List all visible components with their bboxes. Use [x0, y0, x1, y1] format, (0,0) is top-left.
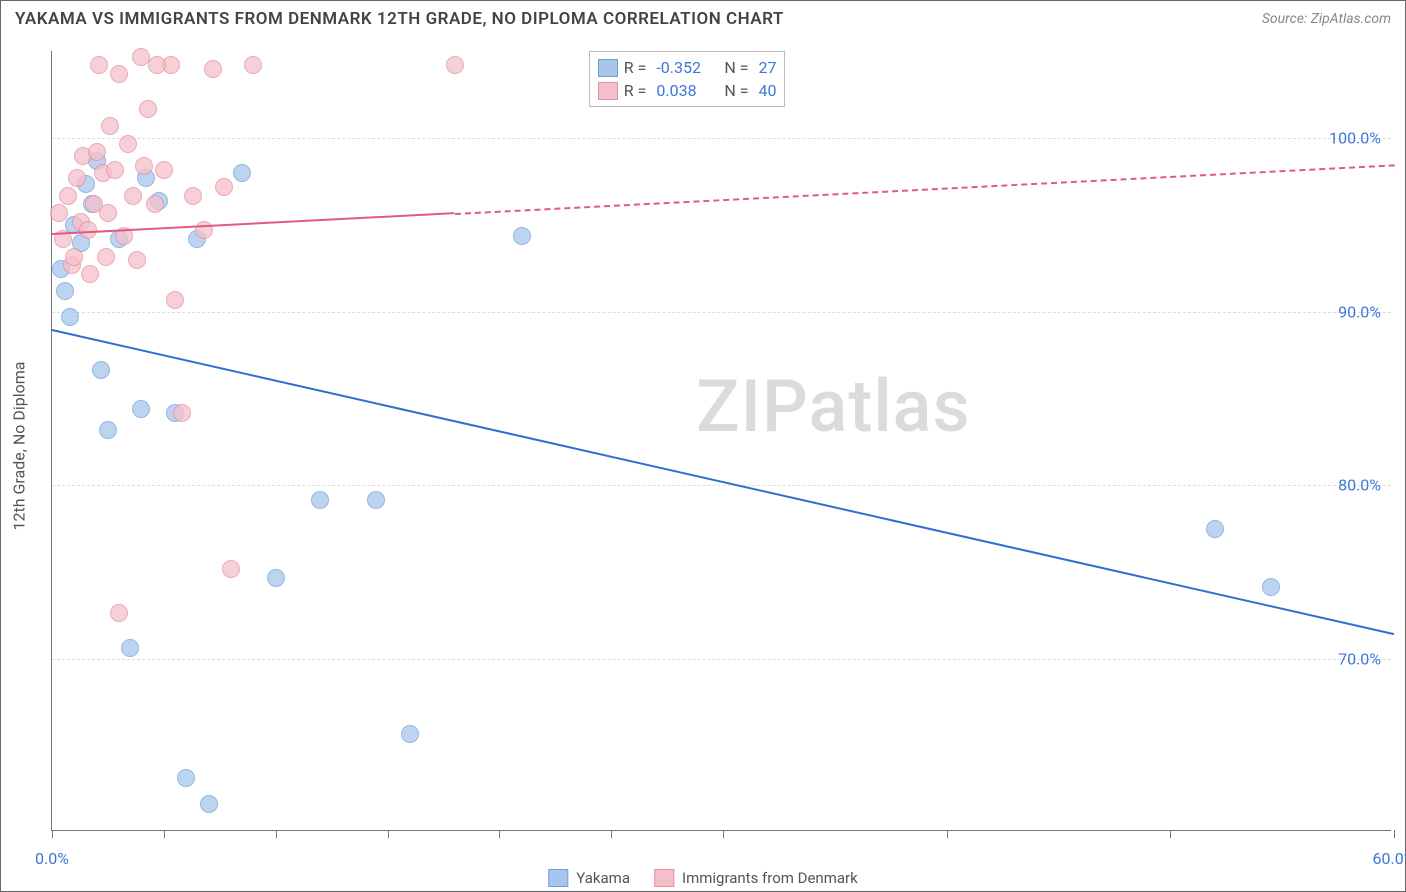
- legend-swatch: [598, 82, 618, 100]
- data-point: [101, 117, 119, 135]
- bottom-legend: Yakama Immigrants from Denmark: [548, 869, 857, 887]
- data-point: [56, 282, 74, 300]
- data-point: [106, 161, 124, 179]
- data-point: [177, 769, 195, 787]
- y-tick-label: 70.0%: [1338, 650, 1381, 669]
- trend-line: [52, 329, 1394, 635]
- data-point: [513, 227, 531, 245]
- data-point: [401, 725, 419, 743]
- data-point: [311, 491, 329, 509]
- data-point: [99, 421, 117, 439]
- data-point: [68, 169, 86, 187]
- stat-n-value: 40: [758, 81, 776, 100]
- data-point: [132, 400, 150, 418]
- data-point: [110, 604, 128, 622]
- stats-row: R = 0.038 N = 40: [598, 79, 777, 102]
- data-point: [155, 161, 173, 179]
- data-point: [128, 251, 146, 269]
- y-tick-label: 80.0%: [1338, 476, 1381, 495]
- gridline: [52, 485, 1391, 486]
- legend-label: Yakama: [576, 869, 630, 887]
- chart-container: YAKAMA VS IMMIGRANTS FROM DENMARK 12TH G…: [0, 0, 1406, 892]
- data-point: [146, 195, 164, 213]
- data-point: [99, 204, 117, 222]
- data-point: [244, 56, 262, 74]
- data-point: [124, 187, 142, 205]
- gridline: [52, 659, 1391, 660]
- data-point: [139, 100, 157, 118]
- x-tick-label: 0.0%: [35, 849, 69, 868]
- x-tick: [388, 830, 389, 838]
- trend-line: [455, 164, 1395, 215]
- stat-r-label: R =: [624, 58, 651, 77]
- data-point: [119, 135, 137, 153]
- legend-item: Immigrants from Denmark: [654, 869, 858, 887]
- data-point: [88, 143, 106, 161]
- stat-n-label: N =: [716, 81, 752, 100]
- data-point: [92, 361, 110, 379]
- data-point: [135, 157, 153, 175]
- data-point: [1206, 520, 1224, 538]
- x-tick: [164, 830, 165, 838]
- gridline: [52, 138, 1391, 139]
- data-point: [121, 639, 139, 657]
- stat-r-label: R =: [624, 81, 651, 100]
- data-point: [200, 795, 218, 813]
- y-axis-title: 12th Grade, No Diploma: [10, 362, 29, 531]
- gridline: [52, 312, 1391, 313]
- stats-legend: R = -0.352 N = 27R = 0.038 N = 40: [589, 51, 786, 107]
- data-point: [61, 308, 79, 326]
- data-point: [367, 491, 385, 509]
- legend-label: Immigrants from Denmark: [682, 869, 858, 887]
- plot-area: ZIPatlas R = -0.352 N = 27R = 0.038 N = …: [51, 51, 1391, 831]
- data-point: [233, 164, 251, 182]
- x-tick: [1170, 830, 1171, 838]
- legend-item: Yakama: [548, 869, 630, 887]
- data-point: [222, 560, 240, 578]
- data-point: [81, 265, 99, 283]
- data-point: [446, 56, 464, 74]
- data-point: [166, 291, 184, 309]
- legend-swatch: [654, 869, 674, 887]
- stat-n-value: 27: [758, 58, 776, 77]
- legend-swatch: [548, 869, 568, 887]
- data-point: [97, 248, 115, 266]
- data-point: [215, 178, 233, 196]
- stat-n-label: N =: [716, 58, 752, 77]
- data-point: [267, 569, 285, 587]
- legend-swatch: [598, 59, 618, 77]
- stat-r-value: -0.352: [656, 58, 710, 77]
- data-point: [173, 404, 191, 422]
- y-tick-label: 90.0%: [1338, 302, 1381, 321]
- data-point: [148, 56, 166, 74]
- y-tick-label: 100.0%: [1329, 128, 1381, 147]
- watermark: ZIPatlas: [696, 364, 970, 449]
- x-tick-label: 60.0%: [1373, 849, 1406, 868]
- x-tick: [611, 830, 612, 838]
- stat-r-value: 0.038: [656, 81, 710, 100]
- x-tick: [723, 830, 724, 838]
- source-label: Source: ZipAtlas.com: [1262, 11, 1391, 27]
- data-point: [184, 187, 202, 205]
- header: YAKAMA VS IMMIGRANTS FROM DENMARK 12TH G…: [1, 1, 1405, 33]
- x-tick: [947, 830, 948, 838]
- data-point: [65, 248, 83, 266]
- data-point: [59, 187, 77, 205]
- data-point: [204, 60, 222, 78]
- data-point: [50, 204, 68, 222]
- x-tick: [276, 830, 277, 838]
- stats-row: R = -0.352 N = 27: [598, 56, 777, 79]
- plot-inner: ZIPatlas R = -0.352 N = 27R = 0.038 N = …: [51, 51, 1391, 831]
- data-point: [90, 56, 108, 74]
- x-tick: [499, 830, 500, 838]
- data-point: [110, 65, 128, 83]
- data-point: [1262, 578, 1280, 596]
- chart-title: YAKAMA VS IMMIGRANTS FROM DENMARK 12TH G…: [15, 9, 784, 29]
- x-tick: [52, 830, 53, 838]
- x-tick: [1394, 830, 1395, 838]
